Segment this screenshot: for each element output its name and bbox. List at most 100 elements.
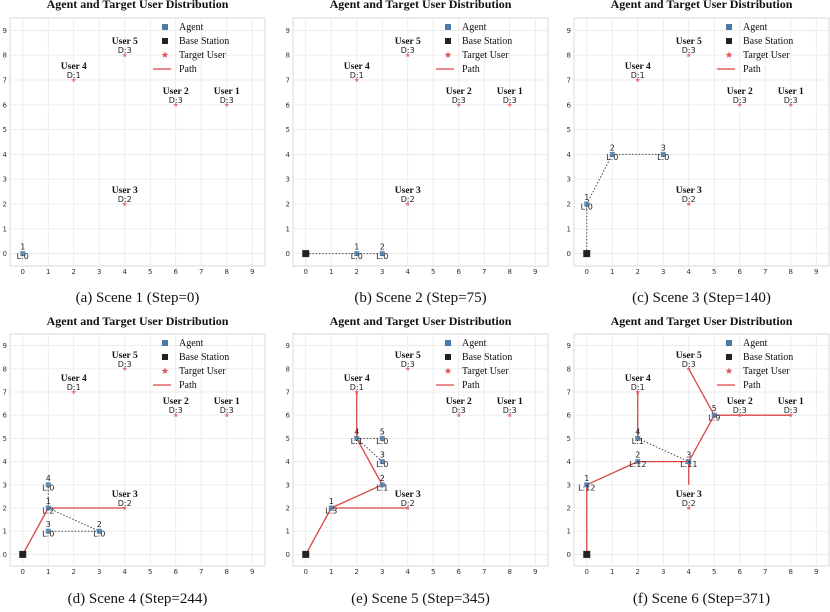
y-tick-label: 9 (567, 342, 571, 350)
path-segment (586, 461, 639, 486)
agent-marker (45, 482, 51, 488)
agent-id-label: 3 (661, 143, 666, 152)
x-tick-label: 7 (763, 568, 767, 576)
x-tick-label: 4 (687, 568, 692, 576)
user-demand-label: D:2 (401, 195, 415, 204)
y-tick-label: 8 (3, 365, 7, 373)
chart-title: Agent and Target User Distribution (47, 0, 229, 11)
user-name-label: User 4 (344, 62, 370, 72)
y-tick-label: 1 (3, 225, 7, 233)
legend-target-user-marker (161, 367, 169, 374)
y-tick-label: 0 (286, 250, 290, 258)
agent-marker (635, 435, 641, 441)
y-tick-label: 1 (567, 225, 571, 233)
y-tick-label: 6 (567, 412, 572, 420)
path-segment (305, 507, 332, 555)
x-tick-label: 1 (46, 568, 50, 576)
path-segment (688, 414, 715, 462)
plot-frame (9, 333, 266, 567)
plot-frame (292, 333, 549, 567)
user-demand-label: D:3 (220, 406, 234, 415)
x-tick-label: 3 (380, 268, 384, 276)
legend-label: Base Station (743, 352, 793, 363)
y-tick-label: 8 (567, 52, 571, 60)
agent-id-label: 3 (380, 451, 385, 460)
chart-panel-4: Agent and Target User Distribution 0 0 1 1 2 2… (3, 314, 266, 607)
agent-marker (354, 435, 360, 441)
agent-load-label: L:11 (680, 460, 697, 469)
user-name-label: User 2 (163, 397, 189, 407)
user-name-label: User 1 (778, 87, 804, 97)
x-tick-label: 6 (738, 568, 743, 576)
link-segment (586, 154, 613, 205)
base-station-marker (302, 550, 310, 558)
panel-caption: (f) Scene 6 (Step=371) (633, 591, 770, 607)
user-demand-label: D:3 (784, 96, 798, 105)
user-demand-label: D:3 (118, 360, 132, 369)
agent-id-label: 5 (712, 404, 717, 413)
y-tick-label: 8 (286, 365, 290, 373)
agent-marker (379, 435, 385, 441)
legend-base-station-marker (445, 354, 451, 360)
legend-label: Agent (179, 338, 204, 349)
user-name-label: User 1 (214, 397, 240, 407)
agent-load-label: L:0 (376, 252, 388, 261)
user-demand-label: D:3 (503, 406, 517, 415)
x-tick-label: 7 (482, 568, 486, 576)
x-tick-label: 3 (97, 268, 101, 276)
legend-label: Target User (743, 50, 790, 61)
user-name-label: User 5 (395, 37, 421, 47)
agent-marker (354, 251, 360, 257)
legend-target-user-marker (161, 51, 169, 58)
y-tick-label: 3 (286, 176, 290, 184)
y-tick-label: 0 (567, 551, 571, 559)
user-demand-label: D:2 (682, 499, 696, 508)
legend-base-station-marker (445, 38, 451, 44)
legend-base-station-marker (162, 38, 168, 44)
base-station-marker (302, 250, 310, 258)
user-demand-label: D:1 (67, 71, 81, 80)
x-tick-label: 5 (712, 568, 716, 576)
agent-id-label: 5 (380, 427, 385, 436)
legend-label: Base Station (462, 352, 512, 363)
legend-label: Target User (462, 50, 509, 61)
path-segment (330, 484, 383, 509)
x-tick-label: 2 (72, 268, 76, 276)
x-tick-label: 8 (789, 268, 793, 276)
agent-marker (660, 151, 666, 157)
x-tick-label: 9 (250, 568, 254, 576)
chart-panel-2: Agent and Target User Distribution 0 0 1 1 2 2… (286, 0, 549, 306)
y-tick-label: 2 (567, 505, 571, 513)
y-tick-label: 7 (3, 77, 7, 85)
agent-marker (686, 459, 692, 465)
agent-id-label: 1 (584, 474, 589, 483)
legend-target-user-marker (725, 367, 733, 374)
chart-title: Agent and Target User Distribution (330, 314, 512, 328)
x-tick-label: 9 (250, 268, 254, 276)
legend-label: Agent (179, 22, 204, 33)
x-tick-label: 9 (814, 568, 818, 576)
panel-caption: (d) Scene 4 (Step=244) (68, 591, 208, 607)
agent-load-label: L:0 (581, 203, 593, 212)
panel-caption: (a) Scene 1 (Step=0) (76, 290, 200, 306)
target-user-marker (173, 102, 179, 107)
y-tick-label: 7 (3, 389, 7, 397)
x-tick-label: 3 (97, 568, 101, 576)
legend-label: Path (743, 64, 761, 75)
agent-load-label: L:0 (351, 252, 363, 261)
y-tick-label: 4 (286, 458, 291, 466)
legend-label: Target User (179, 50, 226, 61)
agent-marker (584, 482, 590, 488)
legend-agent-marker (162, 340, 168, 346)
y-tick-label: 5 (567, 435, 571, 443)
x-tick-label: 8 (508, 268, 512, 276)
path-segment (22, 507, 49, 555)
agent-load-label: L:0 (42, 530, 54, 539)
y-tick-label: 0 (286, 551, 290, 559)
link-segment (637, 437, 689, 463)
target-user-marker (405, 52, 411, 58)
target-user-marker (507, 102, 513, 107)
user-name-label: User 3 (676, 490, 702, 500)
y-tick-label: 6 (286, 101, 291, 109)
x-tick-label: 1 (610, 268, 614, 276)
